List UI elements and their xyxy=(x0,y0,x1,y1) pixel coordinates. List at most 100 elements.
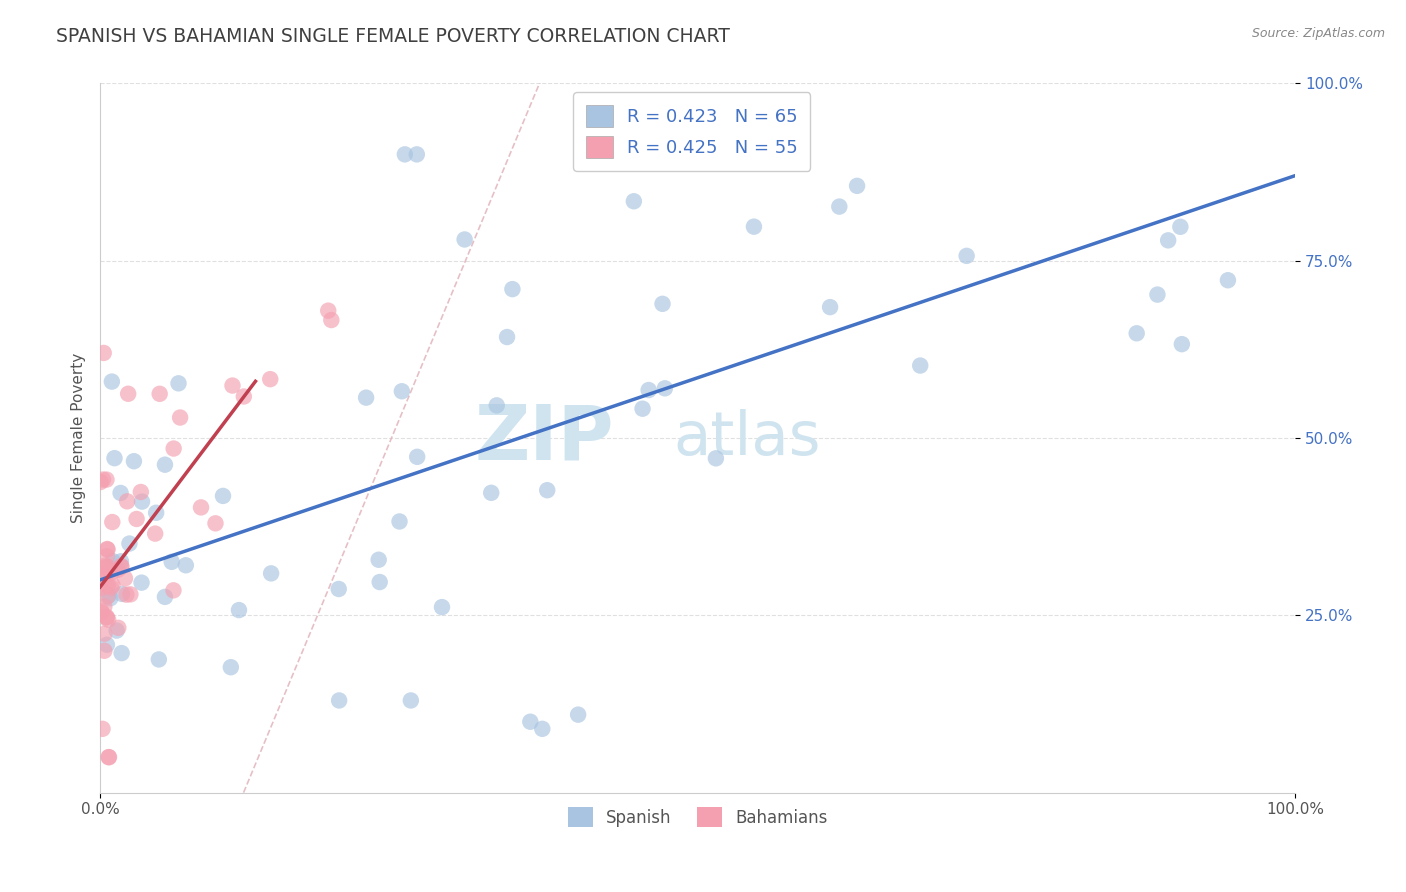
Point xyxy=(162,583,184,598)
Point xyxy=(105,624,128,638)
Point xyxy=(91,473,114,487)
Point xyxy=(107,621,129,635)
Point xyxy=(519,714,541,729)
Point xyxy=(98,750,121,764)
Point xyxy=(1146,287,1168,301)
Point xyxy=(90,606,112,620)
Point xyxy=(228,603,250,617)
Point xyxy=(100,591,122,606)
Point xyxy=(212,489,235,503)
Point xyxy=(430,600,453,615)
Point xyxy=(496,330,519,344)
Point xyxy=(93,626,115,640)
Point xyxy=(93,346,115,360)
Point xyxy=(204,516,226,531)
Point xyxy=(97,613,120,627)
Point xyxy=(631,401,654,416)
Point xyxy=(232,389,254,403)
Point xyxy=(368,575,391,590)
Point xyxy=(190,500,212,515)
Point xyxy=(623,194,645,209)
Point xyxy=(101,515,124,529)
Point xyxy=(328,693,350,707)
Point xyxy=(117,386,139,401)
Point xyxy=(97,750,120,764)
Point xyxy=(501,282,523,296)
Point xyxy=(704,451,727,466)
Point xyxy=(90,475,112,489)
Point xyxy=(153,458,176,472)
Point xyxy=(96,542,118,557)
Point xyxy=(114,571,136,585)
Point xyxy=(110,486,132,500)
Point xyxy=(828,200,851,214)
Point xyxy=(93,644,115,658)
Point xyxy=(316,303,339,318)
Point xyxy=(131,575,153,590)
Point xyxy=(1125,326,1147,341)
Point xyxy=(96,610,118,624)
Point xyxy=(399,693,422,707)
Point xyxy=(120,587,142,601)
Point xyxy=(453,232,475,246)
Point xyxy=(131,494,153,508)
Point xyxy=(818,300,841,314)
Point xyxy=(96,638,118,652)
Point xyxy=(107,563,129,577)
Point xyxy=(479,485,502,500)
Y-axis label: Single Female Poverty: Single Female Poverty xyxy=(72,353,86,524)
Point xyxy=(111,587,134,601)
Point xyxy=(846,178,869,193)
Point xyxy=(96,541,118,556)
Point xyxy=(90,581,112,595)
Point xyxy=(96,549,118,564)
Point xyxy=(219,660,242,674)
Point xyxy=(100,566,122,580)
Point xyxy=(122,454,145,468)
Point xyxy=(97,560,120,574)
Point xyxy=(1171,337,1194,351)
Point xyxy=(91,570,114,584)
Text: SPANISH VS BAHAMIAN SINGLE FEMALE POVERTY CORRELATION CHART: SPANISH VS BAHAMIAN SINGLE FEMALE POVERT… xyxy=(56,27,730,45)
Point xyxy=(149,387,172,401)
Point xyxy=(93,562,115,576)
Point xyxy=(394,147,416,161)
Point xyxy=(97,588,120,602)
Point xyxy=(1216,273,1239,287)
Point xyxy=(111,646,134,660)
Point xyxy=(654,381,676,395)
Point xyxy=(221,378,243,392)
Point xyxy=(94,578,117,592)
Point xyxy=(100,581,122,595)
Point xyxy=(1157,233,1180,247)
Point xyxy=(485,398,508,412)
Point xyxy=(956,249,979,263)
Point xyxy=(391,384,413,399)
Point xyxy=(94,558,117,573)
Point xyxy=(96,566,118,580)
Point xyxy=(90,604,112,618)
Point xyxy=(101,578,124,592)
Point xyxy=(96,590,118,604)
Point xyxy=(742,219,765,234)
Point xyxy=(118,536,141,550)
Point xyxy=(110,558,132,573)
Point xyxy=(259,372,281,386)
Point xyxy=(145,506,167,520)
Point xyxy=(91,722,114,736)
Point xyxy=(405,147,427,161)
Text: Source: ZipAtlas.com: Source: ZipAtlas.com xyxy=(1251,27,1385,40)
Text: atlas: atlas xyxy=(673,409,821,467)
Point xyxy=(367,553,389,567)
Point xyxy=(651,297,673,311)
Point xyxy=(148,652,170,666)
Legend: Spanish, Bahamians: Spanish, Bahamians xyxy=(561,800,834,834)
Point xyxy=(101,375,124,389)
Point xyxy=(321,313,343,327)
Point xyxy=(103,451,125,466)
Point xyxy=(1170,219,1192,234)
Point xyxy=(96,473,118,487)
Point xyxy=(110,559,132,574)
Point xyxy=(536,483,558,498)
Point xyxy=(167,376,190,391)
